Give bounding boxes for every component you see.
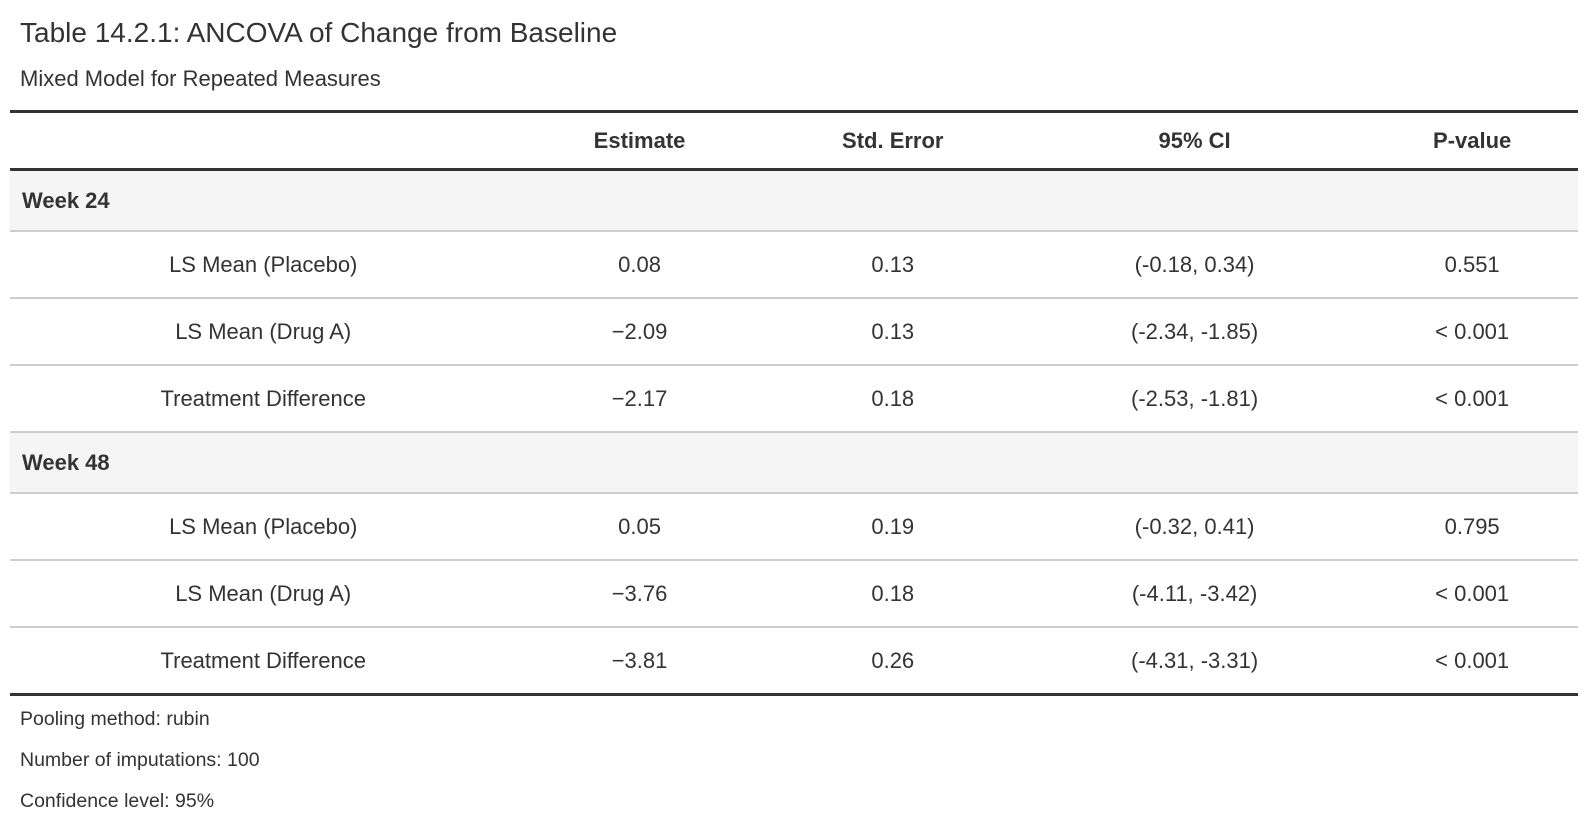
column-header-ci: 95% CI xyxy=(1022,113,1367,171)
cell-estimate: −3.76 xyxy=(516,559,763,626)
row-label: LS Mean (Placebo) xyxy=(10,492,517,559)
row-label: Treatment Difference xyxy=(10,364,517,431)
group-label: Week 24 xyxy=(10,171,1578,230)
cell-ci: (-0.32, 0.41) xyxy=(1022,492,1367,559)
ancova-results-table: Estimate Std. Error 95% CI P-value Week … xyxy=(10,110,1578,696)
cell-std-error: 0.19 xyxy=(762,492,1023,559)
table-title: Table 14.2.1: ANCOVA of Change from Base… xyxy=(20,17,618,48)
cell-std-error: 0.13 xyxy=(762,230,1023,297)
cell-std-error: 0.18 xyxy=(762,364,1023,431)
row-label: Treatment Difference xyxy=(10,626,517,693)
cell-p-value: < 0.001 xyxy=(1366,364,1578,431)
table-body: Week 24 LS Mean (Placebo) 0.08 0.13 (-0.… xyxy=(10,171,1578,693)
group-label: Week 48 xyxy=(10,431,1578,492)
cell-p-value: 0.551 xyxy=(1366,230,1578,297)
table-footnotes: Pooling method: rubin Number of imputati… xyxy=(10,696,1578,813)
cell-p-value: 0.795 xyxy=(1366,492,1578,559)
table-subtitle: Mixed Model for Repeated Measures xyxy=(20,66,381,91)
cell-estimate: −2.09 xyxy=(516,297,763,364)
footnote-confidence-level: Confidence level: 95% xyxy=(20,790,215,812)
row-label: LS Mean (Drug A) xyxy=(10,559,517,626)
cell-ci: (-0.18, 0.34) xyxy=(1022,230,1367,297)
cell-ci: (-4.11, -3.42) xyxy=(1022,559,1367,626)
table-row: Treatment Difference −3.81 0.26 (-4.31, … xyxy=(10,626,1578,693)
cell-p-value: < 0.001 xyxy=(1366,559,1578,626)
footnote-pooling-method: Pooling method: rubin xyxy=(20,708,210,730)
column-header-stub xyxy=(10,113,517,171)
cell-ci: (-2.53, -1.81) xyxy=(1022,364,1367,431)
cell-estimate: −3.81 xyxy=(516,626,763,693)
cell-std-error: 0.13 xyxy=(762,297,1023,364)
footnote-imputations: Number of imputations: 100 xyxy=(20,749,260,771)
row-label: LS Mean (Drug A) xyxy=(10,297,517,364)
table-row: LS Mean (Drug A) −2.09 0.13 (-2.34, -1.8… xyxy=(10,297,1578,364)
table-row: LS Mean (Drug A) −3.76 0.18 (-4.11, -3.4… xyxy=(10,559,1578,626)
table-row: LS Mean (Placebo) 0.05 0.19 (-0.32, 0.41… xyxy=(10,492,1578,559)
group-header-week-24: Week 24 xyxy=(10,171,1578,230)
cell-ci: (-2.34, -1.85) xyxy=(1022,297,1367,364)
page: Table 14.2.1: ANCOVA of Change from Base… xyxy=(0,16,1588,813)
cell-estimate: −2.17 xyxy=(516,364,763,431)
table-header: Estimate Std. Error 95% CI P-value xyxy=(10,113,1578,171)
cell-estimate: 0.05 xyxy=(516,492,763,559)
header-row: Estimate Std. Error 95% CI P-value xyxy=(10,113,1578,171)
column-header-estimate: Estimate xyxy=(516,113,763,171)
cell-ci: (-4.31, -3.31) xyxy=(1022,626,1367,693)
cell-std-error: 0.18 xyxy=(762,559,1023,626)
cell-std-error: 0.26 xyxy=(762,626,1023,693)
table-row: LS Mean (Placebo) 0.08 0.13 (-0.18, 0.34… xyxy=(10,230,1578,297)
table-row: Treatment Difference −2.17 0.18 (-2.53, … xyxy=(10,364,1578,431)
column-header-std-error: Std. Error xyxy=(762,113,1023,171)
cell-p-value: < 0.001 xyxy=(1366,626,1578,693)
cell-estimate: 0.08 xyxy=(516,230,763,297)
row-label: LS Mean (Placebo) xyxy=(10,230,517,297)
cell-p-value: < 0.001 xyxy=(1366,297,1578,364)
column-header-p-value: P-value xyxy=(1366,113,1578,171)
group-header-week-48: Week 48 xyxy=(10,431,1578,492)
